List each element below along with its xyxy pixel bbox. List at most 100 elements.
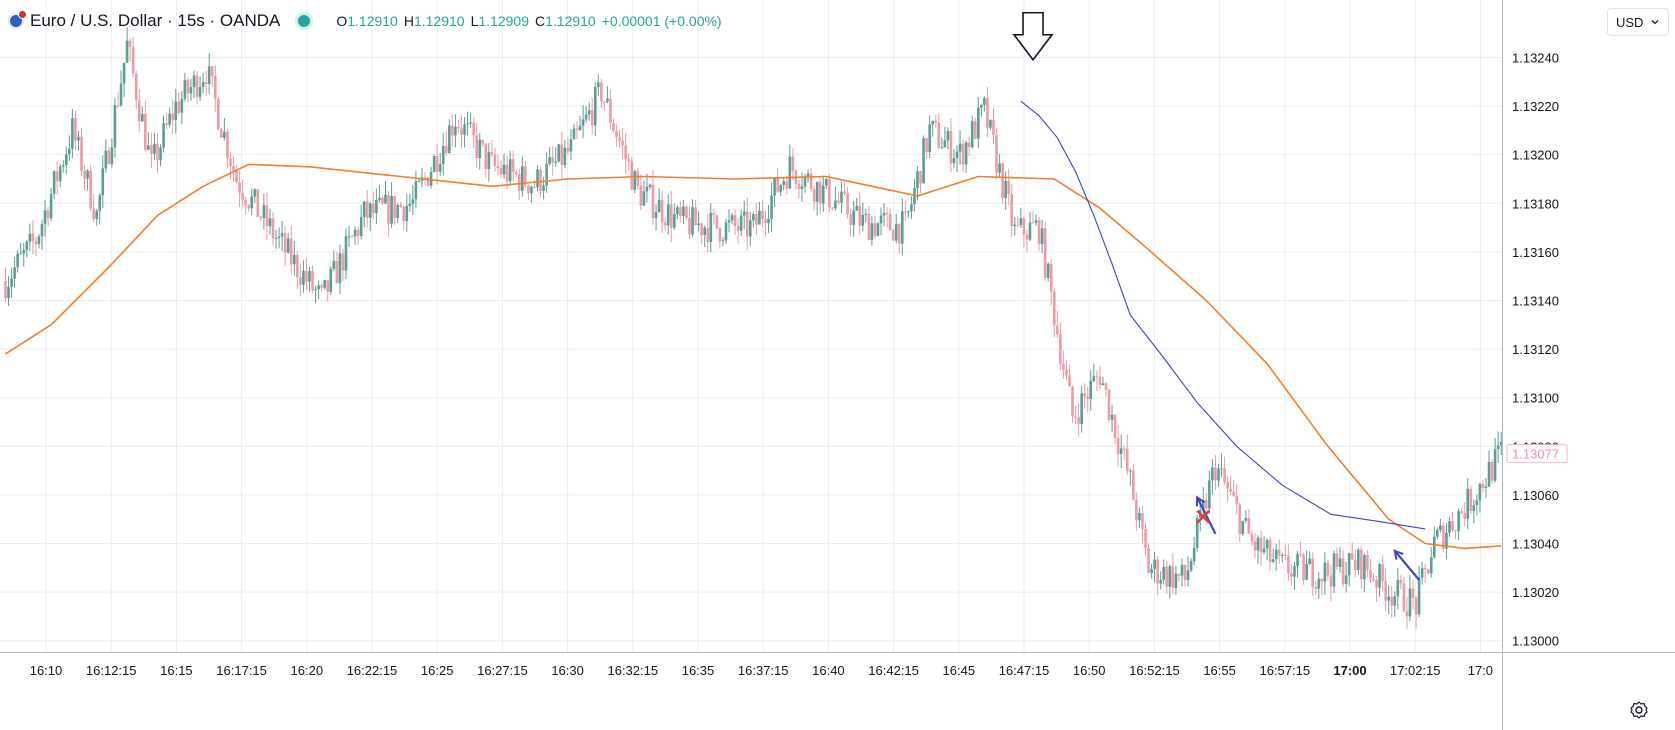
candle-body (825, 178, 828, 186)
candle-body (511, 159, 515, 172)
candle-body (1165, 566, 1169, 587)
candle-body (587, 110, 591, 115)
candle-body (1232, 491, 1235, 496)
candle-body (575, 128, 579, 131)
candle-body (125, 40, 129, 63)
candle-body (1068, 375, 1071, 387)
candle-body (773, 177, 776, 196)
candle-body (1150, 569, 1153, 573)
candle-body (806, 173, 810, 177)
candle-body (563, 147, 567, 165)
candle-body (265, 205, 269, 227)
ohlc-change: +0.00001 (+0.00%) (601, 13, 722, 29)
candle-body (1484, 486, 1488, 489)
time-tick-label: 16:25 (421, 663, 454, 678)
candlestick-series (4, 27, 1509, 629)
candle-body (1317, 578, 1321, 589)
candle-body (1110, 414, 1114, 420)
candle-body (1341, 558, 1345, 584)
candle-body (1448, 521, 1451, 533)
candle-body (785, 181, 789, 189)
candle-body (1220, 468, 1223, 470)
candle-body (1147, 548, 1150, 573)
candle-body (411, 199, 415, 204)
candle-body (846, 193, 849, 215)
candle-body (1089, 380, 1093, 399)
time-tick-label: 16:45 (943, 663, 976, 678)
candle-body (709, 212, 713, 243)
candle-body (1214, 467, 1217, 481)
candle-body (323, 280, 326, 288)
candle-body (25, 241, 29, 250)
candle-body (821, 185, 825, 204)
candle-body (843, 191, 846, 194)
candle-body (1080, 393, 1083, 424)
candle-body (1162, 566, 1166, 580)
candle-body (469, 122, 472, 124)
candle-body (876, 223, 880, 236)
candle-body (551, 157, 554, 163)
candle-body (286, 238, 290, 253)
candle-body (65, 154, 68, 166)
candle-body (466, 123, 469, 125)
candle-body (344, 236, 348, 271)
candle-body (1077, 417, 1080, 424)
candle-body (973, 121, 977, 139)
candle-body (493, 154, 497, 166)
candle-body (572, 128, 576, 140)
candle-body (16, 253, 19, 268)
time-tick-label: 16:40 (812, 663, 845, 678)
candle-body (828, 178, 831, 208)
candle-body (1384, 581, 1387, 601)
candle-body (624, 145, 627, 160)
candle-body (1016, 224, 1020, 226)
candle-body (527, 185, 530, 194)
candle-body (226, 131, 229, 159)
candle-body (1472, 505, 1476, 512)
candle-body (919, 171, 922, 184)
candle-body (204, 82, 208, 85)
symbol-title[interactable]: Euro / U.S. Dollar · 15s · OANDA (30, 11, 281, 30)
candle-body (1183, 565, 1187, 580)
candle-body (1256, 537, 1260, 551)
candle-body (797, 183, 801, 190)
candle-body (195, 75, 199, 97)
time-tick-label: 16:55 (1203, 663, 1236, 678)
candle-body (992, 119, 995, 136)
candle-body (186, 79, 190, 94)
candle-body (484, 143, 488, 170)
candle-body (180, 98, 184, 113)
candle-body (162, 123, 165, 148)
candle-body (758, 210, 761, 225)
candle-body (475, 135, 478, 159)
candle-body (998, 163, 1001, 173)
candle-body (37, 236, 41, 245)
candle-body (922, 138, 925, 184)
candle-body (147, 145, 150, 150)
candle-body (840, 191, 843, 203)
candle-body (89, 170, 92, 209)
candle-body (1250, 533, 1254, 542)
candle-body (533, 186, 536, 188)
candle-body (192, 75, 196, 88)
settings-gear-icon[interactable] (1627, 698, 1651, 722)
candle-body (1095, 376, 1099, 378)
moving-average-orange (5, 163, 1502, 550)
ohlc-close: C1.12910 (534, 13, 596, 29)
candle-body (1332, 553, 1336, 587)
candle-body (925, 138, 928, 153)
candle-body (4, 281, 7, 299)
candle-body (375, 199, 378, 214)
candle-body (682, 206, 685, 217)
candle-body (1463, 513, 1466, 519)
candle-body (1013, 224, 1017, 227)
candle-body (1360, 549, 1363, 580)
moving-average-blue-line (1020, 100, 1426, 530)
candle-body (955, 151, 959, 159)
candle-body (521, 166, 524, 191)
candle-body (335, 260, 339, 284)
candle-body (429, 171, 433, 186)
currency-selector[interactable]: USD (1607, 8, 1669, 36)
candle-body (855, 205, 858, 211)
